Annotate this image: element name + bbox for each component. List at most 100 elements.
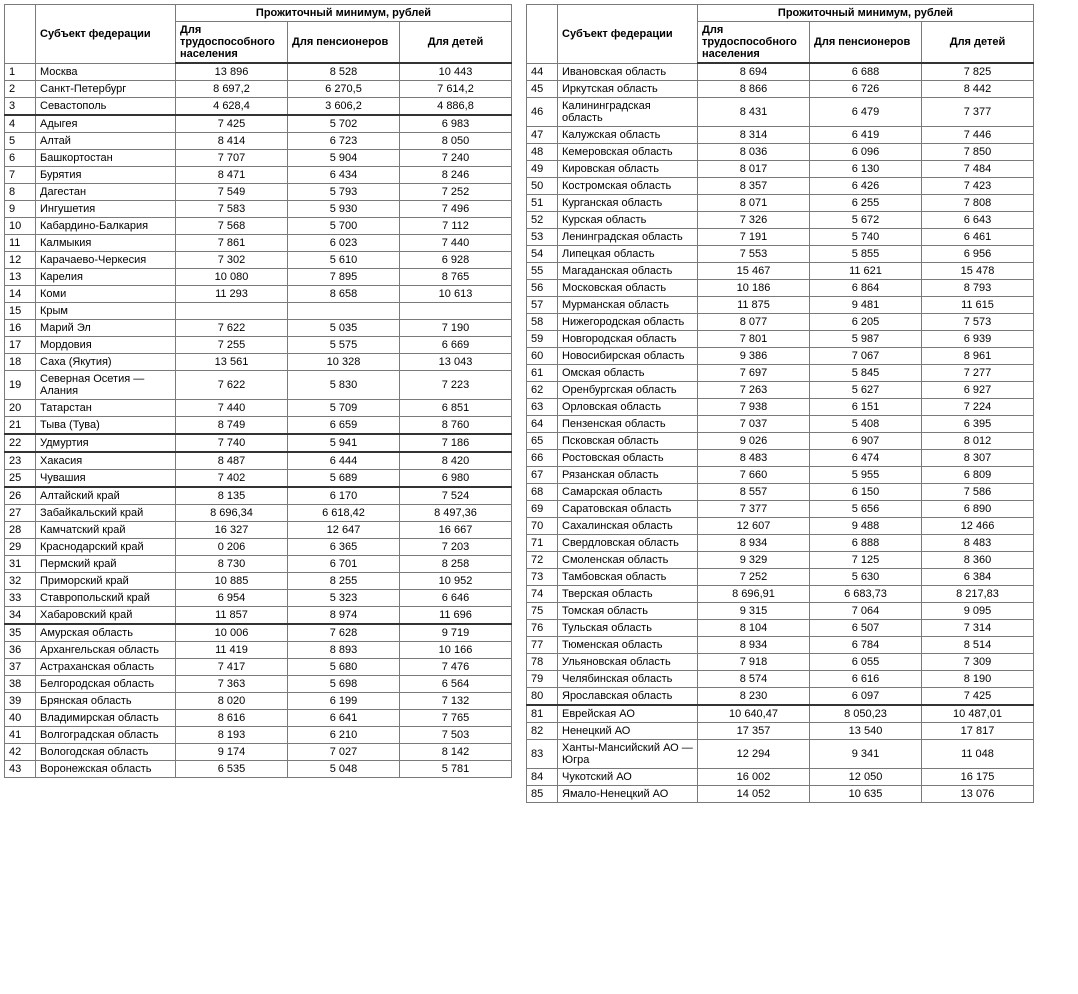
row-index: 31 xyxy=(5,556,36,573)
row-kids: 15 478 xyxy=(922,263,1034,280)
row-kids: 6 983 xyxy=(400,115,512,133)
row-kids: 8 050 xyxy=(400,133,512,150)
row-kids: 6 395 xyxy=(922,416,1034,433)
row-index: 43 xyxy=(5,761,36,778)
row-index: 83 xyxy=(527,740,558,769)
row-working: 8 314 xyxy=(698,127,810,144)
row-kids: 6 927 xyxy=(922,382,1034,399)
row-pension: 5 930 xyxy=(288,201,400,218)
row-name: Челябинская область xyxy=(558,671,698,688)
row-pension: 6 130 xyxy=(810,161,922,178)
row-working: 7 583 xyxy=(176,201,288,218)
table-row: 71Свердловская область8 9346 8888 483 xyxy=(527,535,1034,552)
row-working: 10 885 xyxy=(176,573,288,590)
row-index: 52 xyxy=(527,212,558,229)
row-name: Пермский край xyxy=(36,556,176,573)
row-working: 7 622 xyxy=(176,320,288,337)
row-name: Вологодская область xyxy=(36,744,176,761)
row-name: Ивановская область xyxy=(558,63,698,81)
row-index: 29 xyxy=(5,539,36,556)
table-row: 84Чукотский АО16 00212 05016 175 xyxy=(527,769,1034,786)
row-working: 8 071 xyxy=(698,195,810,212)
row-pension: 5 408 xyxy=(810,416,922,433)
row-index: 36 xyxy=(5,642,36,659)
row-index: 2 xyxy=(5,81,36,98)
row-kids: 16 175 xyxy=(922,769,1034,786)
row-pension: 6 616 xyxy=(810,671,922,688)
table-row: 15Крым xyxy=(5,303,512,320)
row-kids: 11 615 xyxy=(922,297,1034,314)
table-row: 63Орловская область7 9386 1517 224 xyxy=(527,399,1034,416)
row-name: Иркутская область xyxy=(558,81,698,98)
table-row: 10Кабардино-Балкария7 5685 7007 112 xyxy=(5,218,512,235)
row-name: Чукотский АО xyxy=(558,769,698,786)
row-name: Ленинградская область xyxy=(558,229,698,246)
row-name: Кемеровская область xyxy=(558,144,698,161)
row-index: 75 xyxy=(527,603,558,620)
row-index: 49 xyxy=(527,161,558,178)
hdr-blank xyxy=(527,5,558,64)
table-row: 6Башкортостан7 7075 9047 240 xyxy=(5,150,512,167)
row-name: Мурманская область xyxy=(558,297,698,314)
row-kids: 7 314 xyxy=(922,620,1034,637)
row-kids: 10 613 xyxy=(400,286,512,303)
table-row: 29Краснодарский край0 2066 3657 203 xyxy=(5,539,512,556)
tables-wrapper: Субъект федерации Прожиточный минимум, р… xyxy=(4,4,1074,803)
row-pension: 10 328 xyxy=(288,354,400,371)
table-row: 80Ярославская область8 2306 0977 425 xyxy=(527,688,1034,706)
row-pension: 9 341 xyxy=(810,740,922,769)
row-kids: 10 487,01 xyxy=(922,705,1034,723)
row-pension: 6 864 xyxy=(810,280,922,297)
row-name: Хакасия xyxy=(36,452,176,470)
table-row: 60Новосибирская область9 3867 0678 961 xyxy=(527,348,1034,365)
row-index: 84 xyxy=(527,769,558,786)
table-row: 65Псковская область9 0266 9078 012 xyxy=(527,433,1034,450)
row-working: 8 230 xyxy=(698,688,810,706)
row-index: 56 xyxy=(527,280,558,297)
table-row: 12Карачаево-Черкесия7 3025 6106 928 xyxy=(5,252,512,269)
row-working: 8 487 xyxy=(176,452,288,470)
table-row: 4Адыгея7 4255 7026 983 xyxy=(5,115,512,133)
row-index: 40 xyxy=(5,710,36,727)
row-working: 7 707 xyxy=(176,150,288,167)
row-index: 81 xyxy=(527,705,558,723)
row-name: Ямало-Ненецкий АО xyxy=(558,786,698,803)
row-pension: 6 210 xyxy=(288,727,400,744)
row-index: 66 xyxy=(527,450,558,467)
table-row: 36Архангельская область11 4198 89310 166 xyxy=(5,642,512,659)
row-working: 8 934 xyxy=(698,535,810,552)
table-row: 53Ленинградская область7 1915 7406 461 xyxy=(527,229,1034,246)
row-name: Ненецкий АО xyxy=(558,723,698,740)
row-index: 74 xyxy=(527,586,558,603)
row-pension: 7 027 xyxy=(288,744,400,761)
row-index: 22 xyxy=(5,434,36,452)
hdr-kids: Для детей xyxy=(400,22,512,64)
row-working: 7 191 xyxy=(698,229,810,246)
row-pension: 5 689 xyxy=(288,470,400,488)
row-index: 15 xyxy=(5,303,36,320)
table-row: 13Карелия10 0807 8958 765 xyxy=(5,269,512,286)
row-kids: 8 246 xyxy=(400,167,512,184)
row-kids: 8 012 xyxy=(922,433,1034,450)
row-pension: 7 067 xyxy=(810,348,922,365)
row-working: 7 263 xyxy=(698,382,810,399)
table-row: 14Коми11 2938 65810 613 xyxy=(5,286,512,303)
row-name: Карачаево-Черкесия xyxy=(36,252,176,269)
row-name: Липецкая область xyxy=(558,246,698,263)
row-name: Забайкальский край xyxy=(36,505,176,522)
row-working: 0 206 xyxy=(176,539,288,556)
row-working: 7 037 xyxy=(698,416,810,433)
row-index: 34 xyxy=(5,607,36,625)
row-kids: 10 443 xyxy=(400,63,512,81)
row-index: 12 xyxy=(5,252,36,269)
row-working: 8 574 xyxy=(698,671,810,688)
table-row: 8Дагестан7 5495 7937 252 xyxy=(5,184,512,201)
row-pension: 6 784 xyxy=(810,637,922,654)
row-pension: 6 150 xyxy=(810,484,922,501)
row-kids: 9 719 xyxy=(400,624,512,642)
row-kids xyxy=(400,303,512,320)
row-kids: 8 258 xyxy=(400,556,512,573)
row-index: 13 xyxy=(5,269,36,286)
row-working: 8 934 xyxy=(698,637,810,654)
row-working: 7 918 xyxy=(698,654,810,671)
